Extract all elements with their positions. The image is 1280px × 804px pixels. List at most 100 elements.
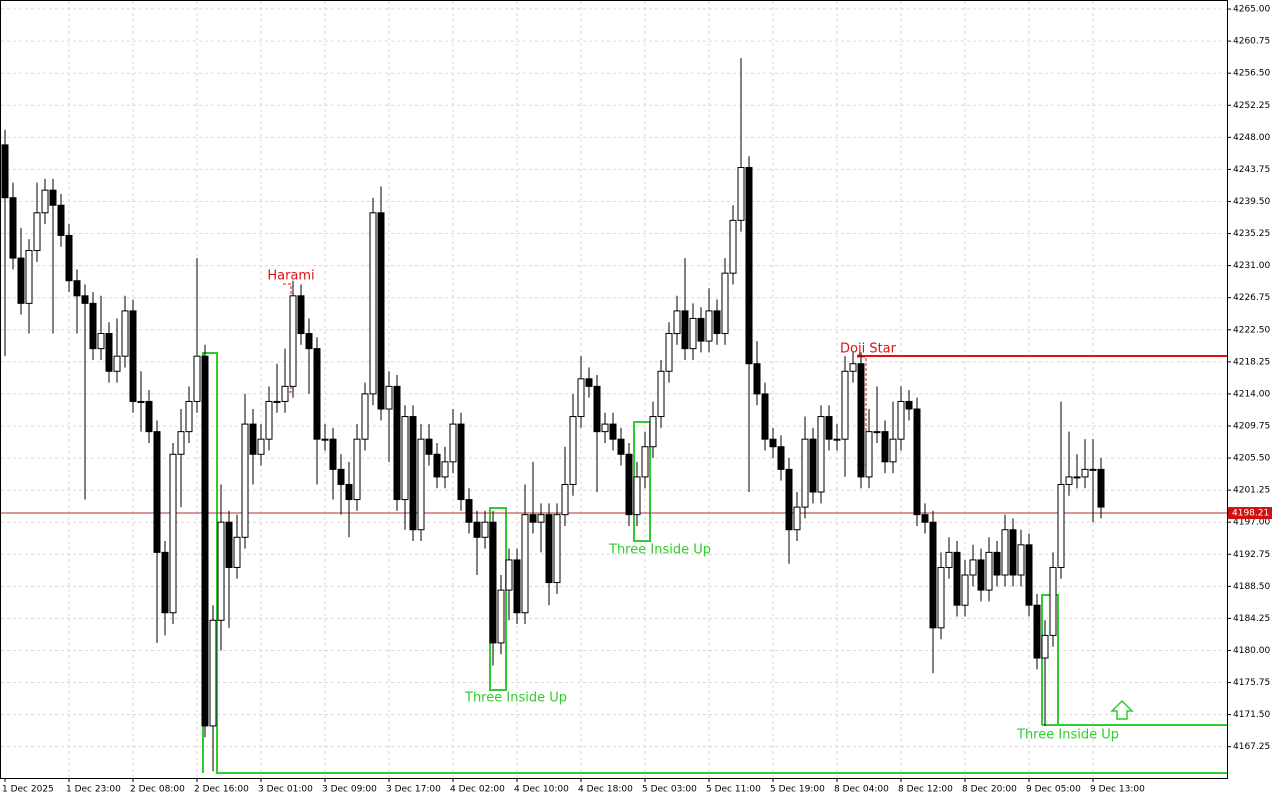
candle-body	[41, 189, 49, 214]
candle-body	[1, 144, 9, 199]
y-tick-label: 4265.00	[1233, 5, 1270, 15]
y-tick-label: 4248.00	[1233, 133, 1270, 143]
candle-body	[609, 423, 617, 440]
candle-body	[633, 476, 641, 516]
candle-body	[577, 378, 585, 418]
candle-body	[377, 212, 385, 410]
candle-body	[1073, 476, 1081, 479]
y-tick-label: 4180.00	[1233, 646, 1270, 656]
candle-body	[81, 295, 89, 304]
candle-body	[393, 385, 401, 501]
candle-body	[233, 536, 241, 568]
candle-body	[1081, 468, 1089, 478]
annotation: Harami	[267, 269, 314, 284]
candle-body	[1041, 634, 1049, 659]
annotation: Three Inside Up	[464, 691, 567, 706]
x-tick-label: 4 Dec 10:00	[514, 785, 569, 795]
candle-body	[33, 212, 41, 252]
y-tick-label: 4239.50	[1233, 197, 1270, 207]
candle-body	[793, 506, 801, 531]
candle-body	[545, 514, 553, 584]
candle-body	[825, 416, 833, 440]
candle-body	[297, 295, 305, 335]
candle-body	[985, 551, 993, 591]
candle-body	[1009, 529, 1017, 576]
candle-body	[337, 468, 345, 485]
y-tick-label: 4197.00	[1233, 518, 1270, 528]
candle-body	[65, 234, 73, 282]
candle-body	[641, 446, 649, 478]
candle-body	[25, 250, 33, 304]
candle-body	[689, 317, 697, 350]
candle-body	[401, 416, 409, 501]
candle-body	[1033, 604, 1041, 659]
candle-body	[193, 355, 201, 402]
candle-body	[265, 400, 273, 440]
current-price-box	[1228, 507, 1272, 520]
candle-body	[977, 559, 985, 591]
candle-body	[73, 280, 81, 297]
candle-body	[833, 438, 841, 441]
candle-body	[665, 333, 673, 372]
candle-body	[777, 446, 785, 470]
candle-body	[281, 385, 289, 402]
candle-body	[913, 408, 921, 516]
candle-body	[217, 521, 225, 621]
candle-body	[1049, 566, 1057, 636]
y-tick-label: 4205.50	[1233, 454, 1270, 464]
candle-body	[953, 551, 961, 606]
y-tick-label: 4260.75	[1233, 37, 1270, 47]
candle-body	[769, 438, 777, 448]
x-tick-label: 2 Dec 08:00	[130, 785, 185, 795]
candle-body	[225, 521, 233, 568]
candle-body	[601, 423, 609, 433]
annotation: Doji Star	[840, 342, 897, 357]
candle-body	[177, 431, 185, 455]
candle-body	[481, 521, 489, 538]
annotation: Three Inside Up	[1016, 728, 1119, 743]
x-tick-label: 3 Dec 09:00	[322, 785, 377, 795]
candle-body	[849, 363, 857, 372]
candle-body	[129, 310, 137, 402]
y-tick-label: 4192.75	[1233, 550, 1270, 560]
candle-body	[449, 423, 457, 463]
plot-frame	[0, 0, 1228, 779]
candle-body	[169, 453, 177, 614]
candle-body	[353, 438, 361, 501]
x-tick-label: 8 Dec 04:00	[834, 785, 889, 795]
candle-body	[241, 423, 249, 538]
candle-body	[561, 483, 569, 516]
candle-body	[305, 333, 313, 350]
candle-body	[537, 514, 545, 523]
candle-body	[385, 385, 393, 410]
candle-body	[745, 167, 753, 365]
y-tick-label: 4209.75	[1233, 421, 1270, 431]
x-tick-label: 5 Dec 03:00	[642, 785, 697, 795]
y-tick-label: 4252.25	[1233, 101, 1270, 111]
x-tick-label: 1 Dec 2025	[2, 785, 54, 795]
candle-body	[1017, 544, 1025, 576]
x-tick-label: 2 Dec 16:00	[194, 785, 249, 795]
candle-body	[569, 416, 577, 485]
pattern-box	[1041, 594, 1227, 726]
candle-body	[697, 317, 705, 342]
candle-body	[489, 521, 497, 644]
candle-body	[945, 551, 953, 568]
candle-body	[713, 310, 721, 335]
candle-body	[881, 431, 889, 463]
candle-body	[1001, 529, 1009, 576]
candle-body	[625, 453, 633, 516]
annotation: Three Inside Up	[608, 543, 711, 558]
candle-body	[929, 521, 937, 629]
current-price-label: 4198.21	[1232, 509, 1269, 519]
candle-body	[49, 189, 57, 206]
candle-body	[505, 559, 513, 591]
y-tick-label: 4184.25	[1233, 614, 1270, 624]
x-tick-label: 4 Dec 02:00	[450, 785, 505, 795]
candle-body	[865, 431, 873, 478]
candle-body	[1065, 476, 1073, 485]
candle-body	[273, 400, 281, 403]
candle-body	[369, 212, 377, 395]
candle-body	[201, 355, 209, 727]
